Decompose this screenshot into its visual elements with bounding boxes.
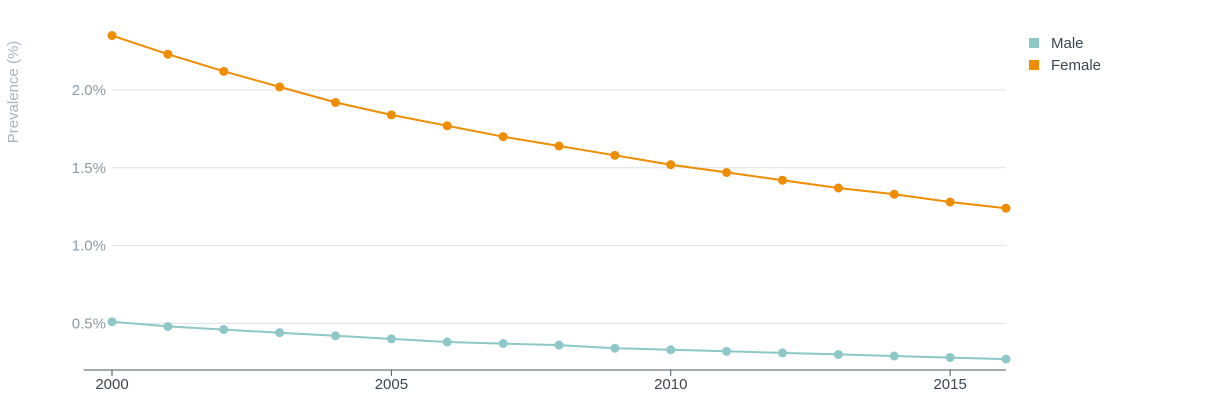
female-data-point <box>442 121 452 131</box>
female-data-point <box>275 82 285 92</box>
male-data-point <box>498 339 508 349</box>
x-tick-label: 2005 <box>375 376 408 393</box>
female-data-point <box>107 31 117 41</box>
y-axis-ticks: 0.5% 1.0% 1.5% 2.0% <box>72 82 106 332</box>
y-tick-label: 2.0% <box>72 82 106 99</box>
male-data-point <box>219 325 229 335</box>
female-data-point <box>1001 203 1011 213</box>
female-data-point <box>778 175 787 185</box>
legend-swatch <box>1029 38 1039 48</box>
male-data-point <box>331 331 340 341</box>
female-data-point <box>554 141 564 151</box>
female-data-point <box>386 110 396 120</box>
female-data-point <box>722 167 732 177</box>
y-tick-label: 1.5% <box>72 160 106 177</box>
male-series-line <box>111 320 1007 361</box>
male-data-point <box>442 337 452 347</box>
legend: Male Female <box>1029 35 1101 74</box>
female-series-line <box>111 34 1007 210</box>
x-tick-label: 2015 <box>933 376 966 393</box>
male-data-point <box>833 349 843 359</box>
legend-swatch <box>1029 60 1039 70</box>
series-points <box>107 31 1011 364</box>
x-axis: 2000 2005 2010 2015 <box>84 369 1006 393</box>
x-tick-label: 2000 <box>95 376 128 393</box>
male-data-point <box>554 340 564 350</box>
female-data-point <box>610 150 620 160</box>
female-data-point <box>945 197 955 207</box>
y-tick-label: 0.5% <box>72 315 106 332</box>
female-data-point <box>889 189 899 199</box>
y-tick-label: 1.0% <box>72 238 106 255</box>
gridlines <box>112 89 1006 324</box>
legend-label: Female <box>1051 57 1101 74</box>
male-data-point <box>275 328 285 338</box>
female-data-point <box>219 66 229 76</box>
female-data-point <box>163 49 173 59</box>
male-data-point <box>163 321 173 331</box>
male-data-point <box>107 317 117 327</box>
female-data-point <box>833 183 843 193</box>
legend-label: Male <box>1051 35 1084 52</box>
y-axis-label: Prevalence (%) <box>5 41 22 144</box>
male-data-point <box>778 348 787 358</box>
male-data-point <box>945 353 955 363</box>
male-data-point <box>610 343 620 353</box>
male-data-point <box>722 346 732 356</box>
female-data-point <box>666 160 676 170</box>
female-data-point <box>331 97 340 107</box>
x-tick-label: 2010 <box>654 376 687 393</box>
male-data-point <box>889 351 899 361</box>
female-data-point <box>498 132 508 142</box>
male-data-point <box>1001 354 1011 364</box>
series-lines <box>111 34 1007 361</box>
male-data-point <box>386 334 396 344</box>
male-data-point <box>666 345 676 355</box>
